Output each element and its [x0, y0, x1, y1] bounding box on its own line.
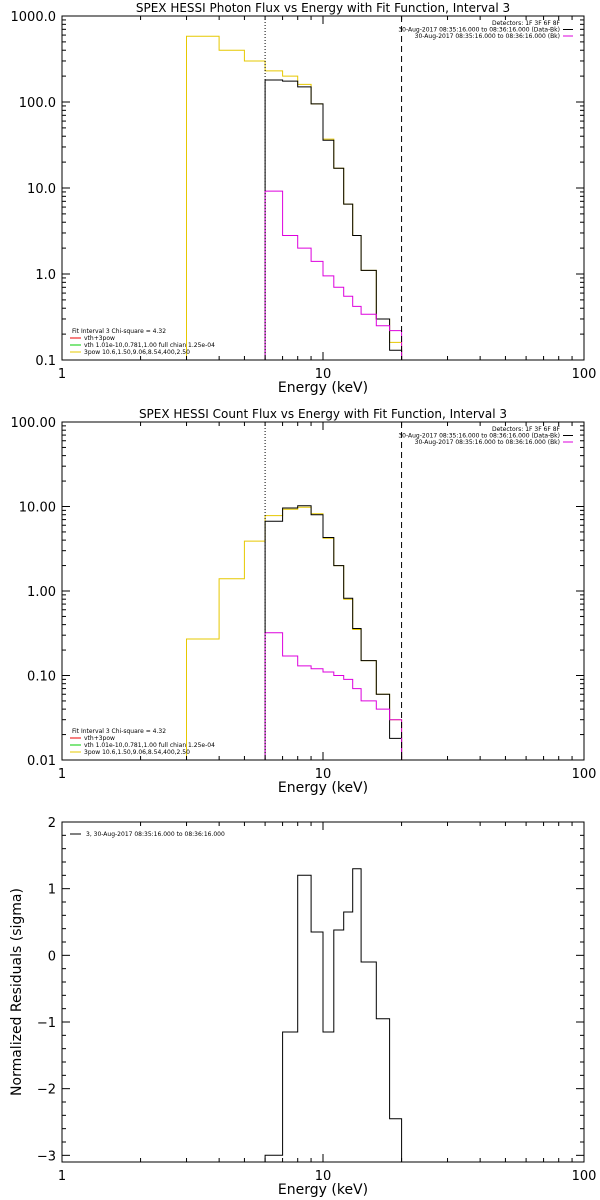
x-tick-label: 100	[572, 1169, 597, 1184]
y-axis-label: Normalized Residuals (sigma)	[9, 888, 25, 1096]
x-tick-label: 100	[572, 367, 597, 382]
y-tick-label: 10.00	[19, 501, 56, 516]
series-1	[186, 506, 413, 760]
y-tick-label: 10.0	[27, 182, 56, 197]
series-line	[186, 506, 413, 760]
legend-entry: 3pow 10.6,1.50,9.06,8.54,400,2.50	[84, 349, 190, 356]
legend-entry: vth+3pow	[84, 735, 115, 742]
x-tick-label: 10	[315, 1169, 332, 1184]
y-tick-label: 1	[48, 883, 56, 898]
y-tick-label: 0.1	[35, 354, 56, 369]
y-tick-label: 100.00	[11, 416, 57, 431]
y-tick-label: 2	[48, 816, 56, 831]
series-1	[186, 35, 403, 360]
x-tick-label: 1	[58, 367, 66, 382]
series-3	[264, 190, 403, 360]
x-tick-label: 1	[58, 1169, 66, 1184]
plot-frame	[61, 15, 585, 361]
series-2	[264, 79, 403, 360]
legend-entry: vth 1.01e-10,0.781,1.00 full chian 1.25e…	[84, 742, 215, 749]
legend-entry: Detectors: 1F 3F 6F 8F	[492, 20, 561, 27]
x-axis-label: Energy (keV)	[278, 380, 368, 396]
legend-entry: vth+3pow	[84, 335, 115, 342]
x-tick-label: 10	[315, 767, 332, 782]
x-tick-label: 1	[58, 767, 66, 782]
x-axis-label: Energy (keV)	[278, 1182, 368, 1198]
chart-title: SPEX HESSI Count Flux vs Energy with Fit…	[139, 407, 507, 421]
y-tick-label: 1.00	[27, 585, 56, 600]
series-line	[264, 868, 403, 1162]
legend-entry: 30-Aug-2017 08:35:16.000 to 08:36:16.000…	[398, 27, 560, 34]
x-tick-label: 10	[315, 367, 332, 382]
y-tick-label: −3	[37, 1149, 56, 1164]
y-tick-label: 1.0	[35, 268, 56, 283]
series-line	[186, 35, 403, 360]
chart-1: SPEX HESSI Photon Flux vs Energy with Fi…	[11, 1, 597, 396]
y-tick-label: 0.01	[27, 754, 56, 769]
chart-title: SPEX HESSI Photon Flux vs Energy with Fi…	[136, 1, 510, 15]
series-line	[264, 505, 403, 760]
legend-entry: 3pow 10.6,1.50,9.06,8.54,400,2.50	[84, 749, 190, 756]
x-axis-label: Energy (keV)	[278, 780, 368, 796]
y-tick-label: 0.10	[27, 670, 56, 685]
legend-entry: vth 1.01e-10,0.781,1.00 full chian 1.25e…	[84, 342, 215, 349]
legend-entry: 30-Aug-2017 08:35:16.000 to 08:36:16.000…	[415, 33, 560, 40]
y-tick-label: 1000.0	[11, 10, 57, 25]
chart-3: 1 10 100 −3 −2 −1 0 1 2 Energy (keV) Normalized Re…	[9, 816, 596, 1198]
series-line	[264, 79, 403, 360]
legend-entry: 30-Aug-2017 08:35:16.000 to 08:36:16.000…	[398, 433, 560, 440]
y-tick-label: −1	[37, 1016, 56, 1031]
series-line	[264, 632, 403, 760]
y-tick-label: 100.0	[19, 96, 56, 111]
legend-entry: Detectors: 1F 3F 6F 8F	[492, 426, 561, 433]
series-1	[264, 868, 403, 1162]
series-3	[264, 632, 403, 760]
legend-entry: 3, 30-Aug-2017 08:35:16.000 to 08:36:16.…	[86, 831, 225, 838]
legend-entry: 30-Aug-2017 08:35:16.000 to 08:36:16.000…	[415, 439, 560, 446]
series-line	[264, 190, 403, 360]
chart-2: SPEX HESSI Count Flux vs Energy with Fit…	[11, 407, 597, 796]
legend-entry: Fit Interval 3 Chi-square = 4.32	[72, 728, 166, 735]
legend-entry: Fit Interval 3 Chi-square = 4.32	[72, 328, 166, 335]
plot-frame	[61, 421, 585, 761]
y-tick-label: −2	[37, 1083, 56, 1098]
x-tick-label: 100	[572, 767, 597, 782]
series-2	[264, 505, 403, 760]
y-tick-label: 0	[48, 949, 56, 964]
